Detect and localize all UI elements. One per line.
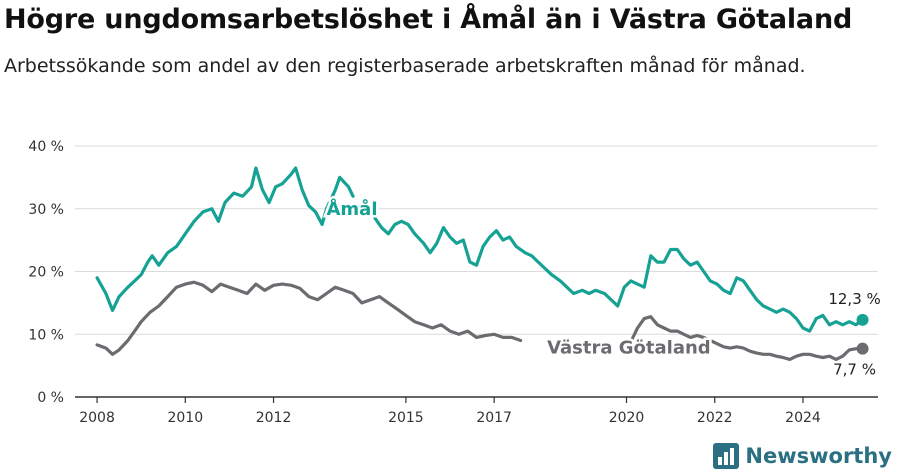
series-labels: Åmål 12,3 % Västra Götaland 7,7 % <box>324 195 881 379</box>
newsworthy-brand: Newsworthy <box>713 441 892 471</box>
series-end-dot-vg <box>856 342 869 355</box>
series-end-label-vg: 7,7 % <box>833 361 876 379</box>
x-axis: 2008 2010 2012 2015 2017 2020 2022 2024 <box>75 396 878 426</box>
series-name-label-vg: Västra Götaland <box>547 338 711 359</box>
x-tick-label-2: 2012 <box>256 410 292 426</box>
x-tick-label-6: 2022 <box>697 410 733 426</box>
newsworthy-logo-icon <box>713 443 740 469</box>
chart-subtitle: Arbetssökande som andel av den registerb… <box>4 55 806 77</box>
y-tick-label-2: 20 % <box>28 265 64 281</box>
series-line-amal <box>95 166 865 333</box>
x-tick-label-0: 2008 <box>79 410 115 426</box>
y-tick-label-1: 10 % <box>28 327 64 343</box>
series-end-dot-amal <box>856 313 869 326</box>
y-tick-label-3: 30 % <box>28 202 64 218</box>
x-tick-label-5: 2020 <box>609 410 645 426</box>
chart-title: Högre ungdomsarbetslöshet i Åmål än i Vä… <box>4 4 853 35</box>
grid-layer <box>75 145 878 335</box>
series-end-label-amal: 12,3 % <box>828 290 880 308</box>
x-tick-label-1: 2010 <box>167 410 203 426</box>
brand-name: Newsworthy <box>745 444 892 468</box>
y-tick-label-4: 40 % <box>28 139 64 155</box>
series-layer <box>95 166 869 361</box>
x-tick-label-3: 2015 <box>388 410 424 426</box>
series-line-vg <box>95 280 865 361</box>
series-name-label-amal: Åmål <box>326 197 377 220</box>
y-tick-label-0: 0 % <box>37 390 64 406</box>
x-tick-label-7: 2024 <box>785 410 821 426</box>
y-axis-ticks: 0 % 10 % 20 % 30 % 40 % <box>28 139 64 406</box>
x-tick-label-4: 2017 <box>476 410 512 426</box>
